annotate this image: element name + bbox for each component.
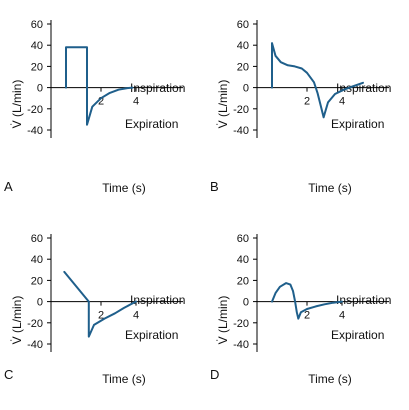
panel-c: C V̇ (L/min) Time (s) Inspiration Expira… <box>4 233 185 386</box>
panel-d-y-tick-label: -40 <box>233 339 249 351</box>
panel-a-x-tick-label: 2 <box>98 96 104 108</box>
panel-b-y-label: V̇ (L/min) <box>216 80 230 129</box>
panel-d-inspiration-label: Inspiration <box>336 293 391 307</box>
panel-a-expiration-label: Expiration <box>125 117 178 131</box>
panel-a-y-tick-label: 0 <box>37 83 43 95</box>
panel-d-y-tick-label: 0 <box>243 297 249 309</box>
panel-b-flow-curve <box>271 42 364 119</box>
panel-a-x-label: Time (s) <box>102 181 146 195</box>
panel-d-letter: D <box>210 367 219 382</box>
panel-c-y-tick-label: 60 <box>31 233 43 245</box>
panel-c-x-label: Time (s) <box>102 372 146 386</box>
panel-c-y-tick-label: -20 <box>27 318 43 330</box>
panel-d-x-tick-label: 4 <box>339 310 345 322</box>
panel-b-x-label: Time (s) <box>308 181 352 195</box>
panel-c-expiration-label: Expiration <box>125 328 178 342</box>
panel-a-flow-curve <box>65 46 134 126</box>
panel-d-flow-curve <box>271 282 343 320</box>
panel-d: D V̇ (L/min) Time (s) Inspiration Expira… <box>210 233 391 386</box>
panel-a-y-tick-label: -20 <box>27 104 43 116</box>
panel-d-y-tick-label: -20 <box>233 318 249 330</box>
panel-d-y-tick-label: 40 <box>237 254 249 266</box>
panel-b-letter: B <box>210 179 219 194</box>
panel-c-y-tick-label: -40 <box>27 339 43 351</box>
panel-a-y-tick-label: -40 <box>27 125 43 137</box>
panel-a: A V̇ (L/min) Time (s) Inspiration Expira… <box>4 19 185 195</box>
panel-c-x-tick-label: 2 <box>98 310 104 322</box>
panel-a-letter: A <box>4 179 13 194</box>
panel-c-y-label: V̇ (L/min) <box>10 296 24 345</box>
panel-a-y-tick-label: 40 <box>31 40 43 52</box>
panel-c-letter: C <box>4 367 13 382</box>
panel-d-x-label: Time (s) <box>308 372 352 386</box>
panel-d-x-tick-label: 2 <box>304 310 310 322</box>
panel-c-inspiration-label: Inspiration <box>130 293 185 307</box>
panel-b-y-tick-label: 60 <box>237 19 249 31</box>
panel-a-y-label: V̇ (L/min) <box>10 80 24 129</box>
panel-a-x-tick-label: 4 <box>133 96 139 108</box>
panel-a-y-tick-label: 60 <box>31 19 43 31</box>
panel-b: B V̇ (L/min) Time (s) Inspiration Expira… <box>210 19 391 195</box>
panel-b-y-tick-label: -20 <box>233 104 249 116</box>
panel-d-y-tick-label: 60 <box>237 233 249 245</box>
panel-c-y-tick-label: 20 <box>31 275 43 287</box>
panel-d-expiration-label: Expiration <box>331 328 384 342</box>
panel-c-flow-curve <box>63 270 137 338</box>
panel-c-x-tick-label: 4 <box>133 310 139 322</box>
panel-b-y-tick-label: 40 <box>237 40 249 52</box>
panel-b-x-tick-label: 2 <box>304 96 310 108</box>
panel-b-y-tick-label: 20 <box>237 61 249 73</box>
panel-c-y-tick-label: 40 <box>31 254 43 266</box>
panel-b-y-tick-label: 0 <box>243 83 249 95</box>
panel-c-y-tick-label: 0 <box>37 297 43 309</box>
panel-d-y-tick-label: 20 <box>237 275 249 287</box>
panel-b-x-tick-label: 4 <box>339 96 345 108</box>
panel-b-expiration-label: Expiration <box>331 117 384 131</box>
panel-d-y-label: V̇ (L/min) <box>216 296 230 345</box>
panel-a-y-tick-label: 20 <box>31 61 43 73</box>
panel-b-y-tick-label: -40 <box>233 125 249 137</box>
